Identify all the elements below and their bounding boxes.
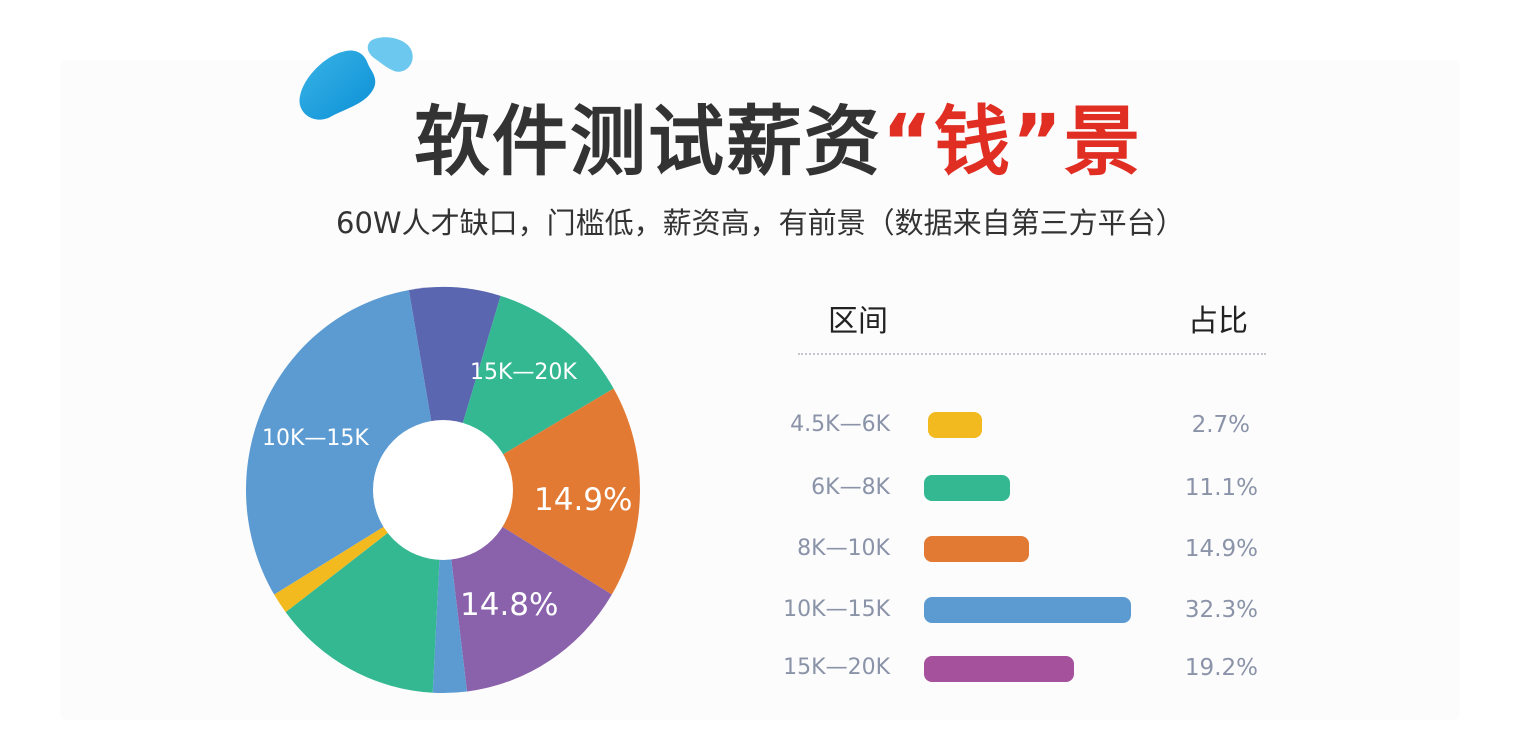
donut-svg bbox=[246, 287, 640, 693]
row-bar bbox=[924, 536, 1029, 562]
row-bar bbox=[924, 475, 1010, 501]
row-share: 2.7% bbox=[1191, 412, 1250, 438]
pie-label-14-8: 14.8% bbox=[460, 587, 559, 623]
row-range: 8K—10K bbox=[797, 536, 890, 561]
salary-donut-chart: 15K—20K 10K—15K 14.9% 14.8% bbox=[240, 282, 650, 702]
page-subtitle: 60W人才缺口，门槛低，薪资高，有前景（数据来自第三方平台） bbox=[336, 206, 1185, 240]
row-bar bbox=[924, 656, 1074, 682]
row-range: 6K—8K bbox=[811, 475, 890, 500]
donut-slice bbox=[408, 287, 501, 490]
row-share: 11.1% bbox=[1184, 475, 1258, 501]
row-range: 4.5K—6K bbox=[790, 412, 890, 437]
pie-label-14-9: 14.9% bbox=[534, 482, 633, 518]
row-bar bbox=[928, 412, 982, 438]
row-range: 10K—15K bbox=[783, 597, 890, 622]
column-header-range: 区间 bbox=[828, 304, 888, 339]
page-title: 软件测试薪资“钱”景 bbox=[414, 96, 1142, 188]
row-share: 32.3% bbox=[1184, 597, 1258, 623]
blue-blob-logo-icon bbox=[299, 37, 413, 120]
pie-label-15k-20k: 15K—20K bbox=[470, 360, 577, 385]
header-divider bbox=[798, 353, 1266, 355]
title-end: 景 bbox=[1063, 97, 1142, 186]
donut-hole bbox=[373, 420, 513, 560]
title-main: 软件测试薪资 bbox=[414, 97, 882, 186]
row-share: 19.2% bbox=[1184, 655, 1258, 681]
pie-label-10k-15k: 10K—15K bbox=[262, 426, 369, 451]
row-share: 14.9% bbox=[1184, 536, 1258, 562]
row-range: 15K—20K bbox=[783, 655, 890, 680]
column-header-share: 占比 bbox=[1188, 304, 1248, 339]
row-bar bbox=[924, 597, 1131, 623]
title-highlight: “钱” bbox=[882, 97, 1064, 186]
donut-slice bbox=[443, 388, 640, 595]
